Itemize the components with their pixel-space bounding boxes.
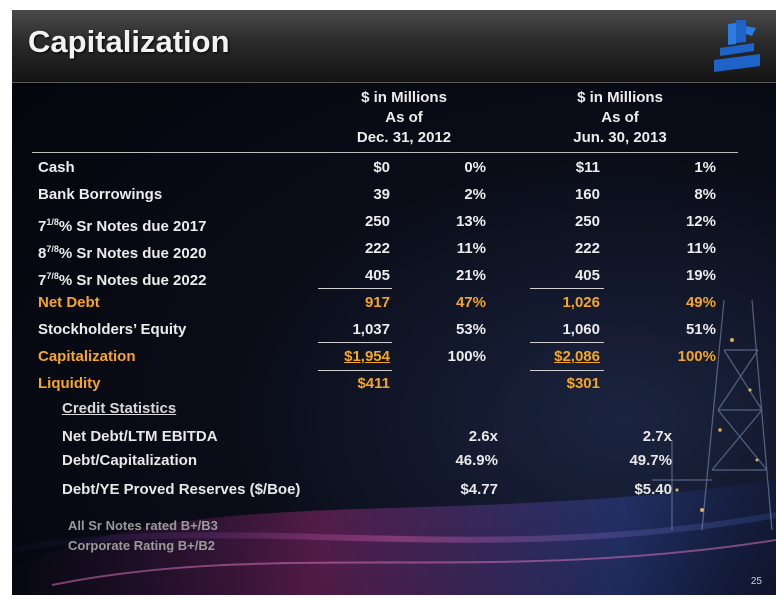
- pct-2013: 49%: [685, 294, 716, 311]
- credit-row-reserves: Debt/YE Proved Reserves ($/Boe) $4.77 $5…: [12, 481, 776, 505]
- credit-value-2012: 2.6x: [468, 428, 498, 445]
- credit-value-2012: $4.77: [460, 481, 498, 498]
- pct-2013: 1%: [694, 159, 716, 176]
- subtotal-line-2012: [318, 288, 392, 289]
- row-label: Bank Borrowings: [38, 186, 163, 203]
- row-label: Capitalization: [38, 348, 136, 365]
- credit-row-leverage: Net Debt/LTM EBITDA 2.6x 2.7x: [12, 428, 776, 452]
- header-divider: [32, 152, 738, 153]
- slide-title: Capitalization: [28, 24, 230, 59]
- row-label: Net Debt: [38, 294, 100, 311]
- credit-value-2012: 46.9%: [455, 452, 498, 469]
- subtotal-line-2013: [530, 288, 604, 289]
- value-2013: $11: [575, 159, 600, 176]
- note-notes-rating: All Sr Notes rated B+/B3: [68, 518, 218, 533]
- value-2012: 405: [364, 267, 390, 284]
- row-label: Cash: [38, 159, 75, 176]
- pct-2013: 11%: [686, 240, 716, 257]
- pct-2012: 0%: [464, 159, 486, 176]
- credit-label: Debt/YE Proved Reserves ($/Boe): [62, 481, 301, 498]
- credit-statistics-title: Credit Statistics: [62, 400, 177, 417]
- value-2013: 160: [574, 186, 600, 203]
- table-row-notes-2020: 87/8% Sr Notes due 2020 222 11% 222 11%: [12, 239, 776, 265]
- header-col1-line3: Dec. 31, 2012: [356, 129, 452, 146]
- header-col1-line2: As of: [385, 109, 423, 126]
- credit-value-2013: 49.7%: [629, 452, 672, 469]
- row-label: 71/8% Sr Notes due 2017: [38, 217, 207, 235]
- table-row-equity: Stockholders’ Equity 1,037 53% 1,060 51%: [12, 320, 776, 346]
- header-col2-line2: As of: [601, 109, 639, 126]
- double-line-2013: [530, 370, 604, 371]
- header-col2-line3: Jun. 30, 2013: [573, 129, 667, 146]
- slide: Capitalization: [12, 10, 776, 595]
- company-logo-icon: [714, 20, 760, 72]
- credit-value-2013: $5.40: [634, 481, 672, 498]
- value-2012: $411: [357, 375, 390, 392]
- pct-2012: 2%: [464, 186, 486, 203]
- note-corporate-rating: Corporate Rating B+/B2: [68, 538, 215, 553]
- value-2013: 222: [574, 240, 600, 257]
- value-2012: 917: [364, 294, 390, 311]
- value-2012: 39: [373, 186, 390, 203]
- pct-2012: 11%: [456, 240, 486, 257]
- table-row-liquidity: Liquidity $411 $301: [12, 374, 776, 400]
- value-2013: $2,086: [554, 348, 600, 365]
- value-2012: 250: [364, 213, 390, 230]
- pct-2012: 47%: [455, 294, 486, 311]
- pct-2012: 21%: [455, 267, 486, 284]
- credit-label: Debt/Capitalization: [62, 452, 198, 469]
- table-row-capitalization: Capitalization $1,954 100% $2,086 100%: [12, 347, 776, 373]
- value-2013: 1,026: [562, 294, 600, 311]
- row-label: Liquidity: [38, 375, 101, 392]
- table-row-cash: Cash $0 0% $11 1%: [12, 158, 776, 184]
- total-line-2013: [530, 342, 604, 343]
- page-number: 25: [750, 576, 762, 587]
- row-label: 87/8% Sr Notes due 2020: [38, 244, 207, 262]
- pct-2012: 53%: [455, 321, 486, 338]
- credit-value-2013: 2.7x: [642, 428, 672, 445]
- title-band: Capitalization: [12, 10, 776, 83]
- value-2012: $1,954: [344, 348, 390, 365]
- value-2013: 1,060: [562, 321, 600, 338]
- table-row-net-debt: Net Debt 917 47% 1,026 49%: [12, 293, 776, 319]
- row-label: 77/8% Sr Notes due 2022: [38, 271, 207, 289]
- table-row-bank-borrowings: Bank Borrowings 39 2% 160 8%: [12, 185, 776, 211]
- pct-2013: 8%: [694, 186, 716, 203]
- pct-2012: 100%: [447, 348, 486, 365]
- double-line-2012: [318, 370, 392, 371]
- header-col2-line1: $ in Millions: [577, 89, 663, 106]
- credit-label: Net Debt/LTM EBITDA: [62, 428, 218, 445]
- table-row-notes-2022: 77/8% Sr Notes due 2022 405 21% 405 19%: [12, 266, 776, 292]
- table-row-notes-2017: 71/8% Sr Notes due 2017 250 13% 250 12%: [12, 212, 776, 238]
- value-2013: $301: [566, 375, 600, 392]
- value-2013: 250: [574, 213, 600, 230]
- header-col1-line1: $ in Millions: [361, 89, 447, 106]
- value-2012: 222: [364, 240, 390, 257]
- pct-2013: 12%: [685, 213, 716, 230]
- credit-row-debt-cap: Debt/Capitalization 46.9% 49.7%: [12, 452, 776, 476]
- pct-2012: 13%: [455, 213, 486, 230]
- row-label: Stockholders’ Equity: [38, 321, 187, 338]
- pct-2013: 51%: [685, 321, 716, 338]
- pct-2013: 19%: [685, 267, 716, 284]
- value-2012: $0: [373, 159, 390, 176]
- total-line-2012: [318, 342, 392, 343]
- value-2013: 405: [574, 267, 600, 284]
- pct-2013: 100%: [677, 348, 716, 365]
- value-2012: 1,037: [352, 321, 390, 338]
